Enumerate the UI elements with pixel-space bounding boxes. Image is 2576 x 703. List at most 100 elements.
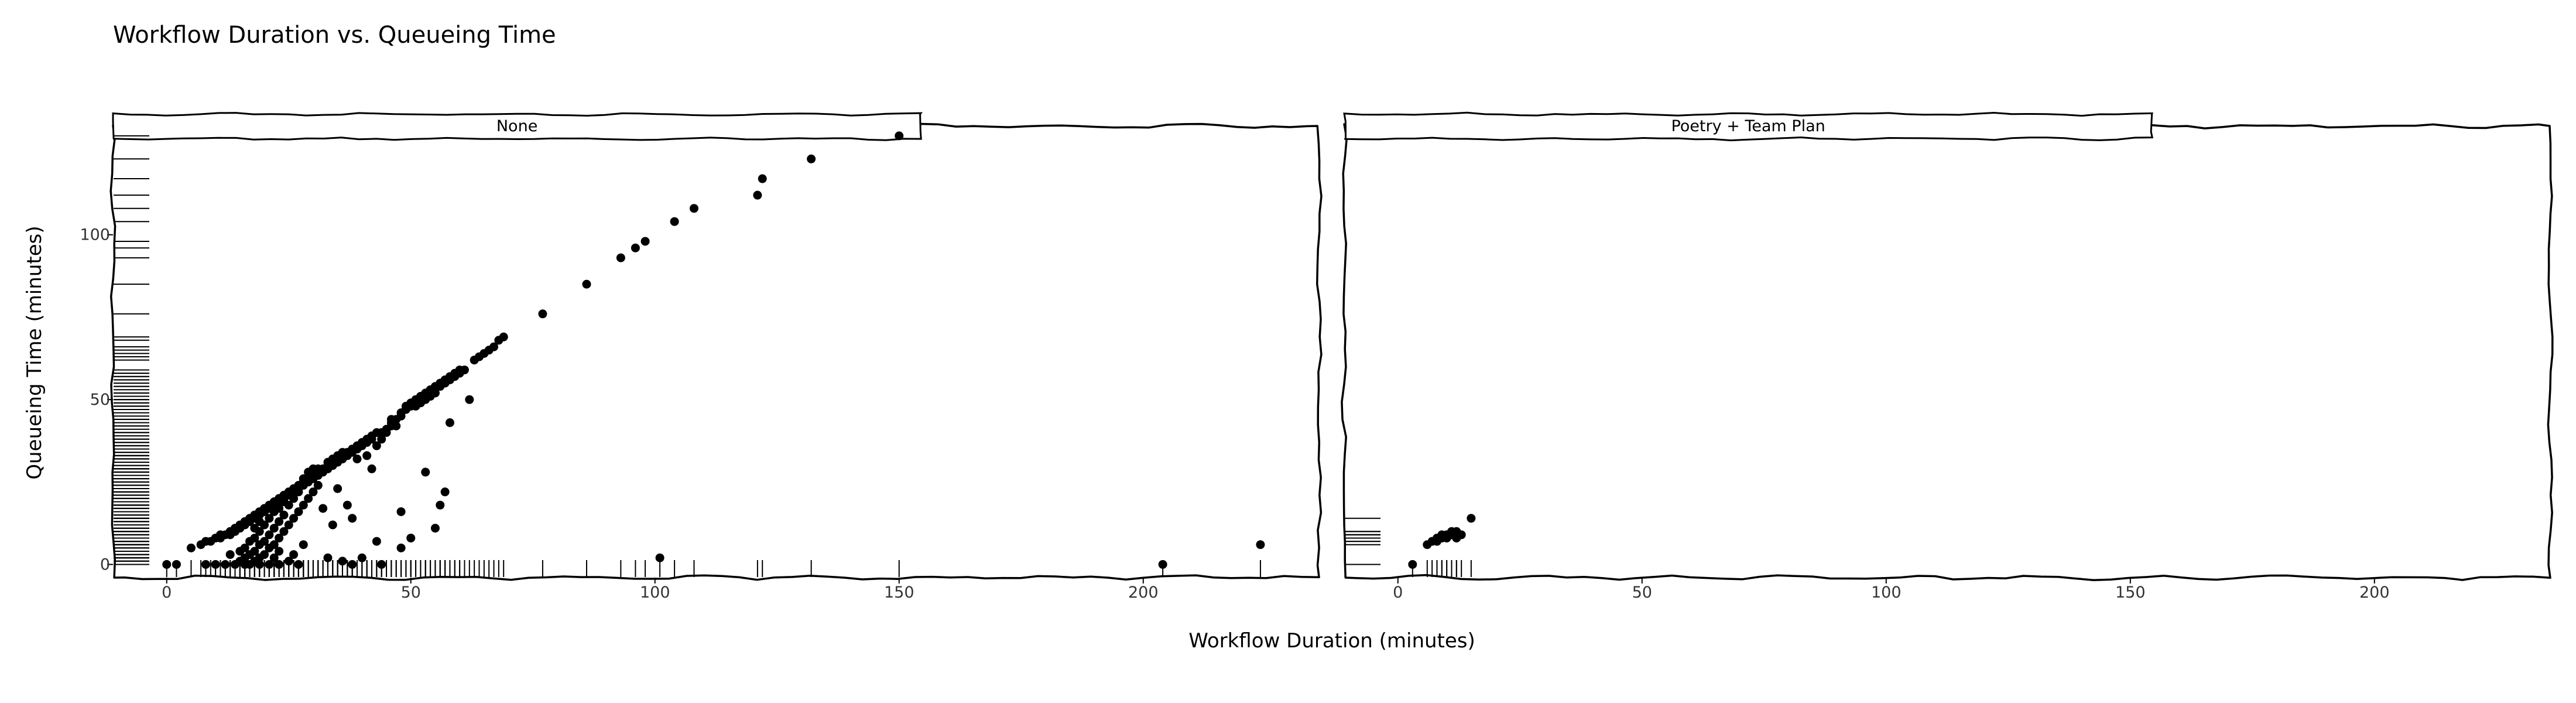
x-tick-label: 200 <box>1128 583 1159 602</box>
data-point <box>250 547 259 556</box>
data-point <box>309 487 318 497</box>
data-point <box>260 520 269 530</box>
x-tick-label: 150 <box>2115 583 2146 602</box>
data-point <box>367 464 376 473</box>
data-point <box>342 500 352 510</box>
data-point <box>421 467 430 477</box>
data-point <box>299 540 308 550</box>
y-tick-label: 50 <box>90 391 110 409</box>
data-point <box>225 550 235 559</box>
data-point <box>689 204 698 213</box>
x-tick-label: 50 <box>401 583 421 602</box>
data-point <box>338 557 347 566</box>
facet-panels: None 0 50 100 150 200 0 50 100 Poetry + Team Plan… <box>80 111 2554 602</box>
panel-border <box>109 122 1323 581</box>
data-point <box>460 365 469 374</box>
facet-strip-label: None <box>496 117 537 135</box>
scatter-points <box>1408 514 1476 569</box>
data-point <box>499 332 508 342</box>
data-point <box>465 395 474 404</box>
data-point <box>1256 540 1265 550</box>
data-point <box>895 131 904 141</box>
facet-panel: None 0 50 100 150 200 0 50 100 <box>80 112 1323 602</box>
x-tick-label: 150 <box>884 583 914 602</box>
panel-border <box>1341 122 2554 581</box>
data-point <box>430 388 440 398</box>
y-tick-label: 0 <box>100 555 110 574</box>
x-tick-label: 50 <box>1632 583 1652 602</box>
data-point <box>348 514 357 523</box>
x-tick-label: 0 <box>1393 583 1403 602</box>
data-point <box>240 543 249 552</box>
data-point <box>275 559 284 569</box>
data-point <box>1408 559 1417 569</box>
data-point <box>1467 514 1476 523</box>
data-point <box>294 559 303 569</box>
data-point <box>807 154 816 163</box>
data-point <box>328 520 337 530</box>
data-point <box>211 559 220 569</box>
data-point <box>275 533 284 542</box>
data-point <box>186 543 196 552</box>
data-point <box>255 559 264 569</box>
data-point <box>255 527 264 536</box>
data-point <box>753 190 762 200</box>
data-point <box>269 553 279 562</box>
data-point <box>284 500 293 510</box>
facet-strip-label: Poetry + Team Plan <box>1671 117 1825 135</box>
data-point <box>313 480 323 490</box>
data-point <box>396 507 406 516</box>
y-axis-title: Queueing Time (minutes) <box>23 226 46 479</box>
data-point <box>655 553 664 562</box>
data-point <box>392 421 401 431</box>
y-tick-label: 100 <box>80 226 110 244</box>
data-point <box>352 454 362 463</box>
data-point <box>265 514 274 523</box>
data-point <box>289 494 299 503</box>
x-axis-title: Workflow Duration (minutes) <box>1188 629 1475 653</box>
data-point <box>275 517 284 526</box>
data-point <box>279 527 289 536</box>
data-point <box>304 494 313 503</box>
data-point <box>362 451 372 460</box>
data-point <box>372 441 381 451</box>
data-point <box>279 510 289 520</box>
data-point <box>284 557 293 566</box>
y-rug <box>1345 517 1381 565</box>
data-point <box>631 243 640 252</box>
data-point <box>221 559 230 569</box>
data-point <box>348 559 357 569</box>
data-point <box>1457 530 1466 540</box>
data-point <box>758 174 767 183</box>
chart-title: Workflow Duration vs. Queueing Time <box>113 22 556 49</box>
data-point <box>445 418 454 427</box>
data-point <box>265 559 274 569</box>
data-point <box>489 342 499 352</box>
data-point <box>670 217 679 226</box>
x-tick-label: 0 <box>162 583 172 602</box>
data-point <box>430 524 440 533</box>
data-point <box>582 279 591 289</box>
data-point <box>323 553 333 562</box>
data-point <box>275 547 284 556</box>
data-point <box>260 550 269 559</box>
data-point <box>616 253 625 262</box>
data-point <box>318 504 328 513</box>
data-point <box>289 514 299 523</box>
data-point <box>372 537 381 546</box>
x-rug <box>1412 560 1472 577</box>
data-point <box>172 559 181 569</box>
data-point <box>377 559 386 569</box>
x-tick-label: 100 <box>1871 583 1902 602</box>
data-point <box>377 435 386 444</box>
scatter-points <box>162 131 1265 569</box>
data-point <box>396 543 406 552</box>
data-point <box>440 487 450 497</box>
data-point <box>538 309 547 319</box>
data-point <box>284 520 293 530</box>
data-point <box>333 484 342 493</box>
data-point <box>406 533 416 542</box>
data-point <box>250 533 259 542</box>
data-point <box>357 553 366 562</box>
